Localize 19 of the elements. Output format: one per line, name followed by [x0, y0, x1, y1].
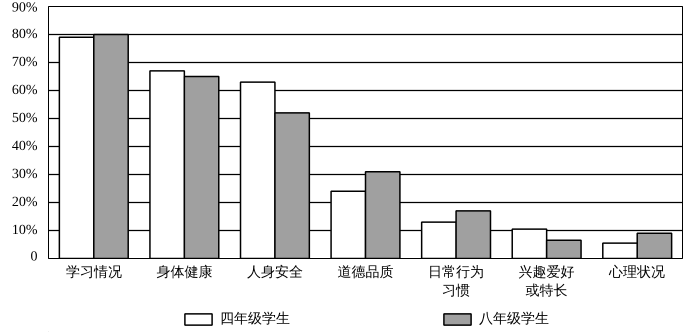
x-tick-label: 兴趣爱好或特长	[518, 264, 575, 299]
x-tick-label: 人身安全	[246, 264, 303, 280]
y-tick-label: 60%	[12, 83, 38, 98]
y-tick-label: 30%	[12, 167, 38, 182]
legend-label: 四年级学生	[220, 310, 290, 328]
legend-label: 八年级学生	[479, 310, 549, 328]
x-tick-label: 道德品质	[338, 264, 394, 280]
y-tick-label: 0	[30, 250, 38, 264]
x-tick-label: 心理状况	[608, 264, 666, 280]
y-tick-label: 20%	[12, 195, 38, 210]
x-tick-label: 日常行为习惯	[428, 264, 484, 299]
y-tick-label: 50%	[12, 111, 38, 126]
y-tick-label: 80%	[12, 27, 38, 42]
y-tick-label: 90%	[12, 0, 38, 16]
x-tick-label: 身体健康	[156, 264, 212, 280]
y-tick-label: 70%	[12, 55, 38, 70]
x-tick-label: 学习情况	[66, 264, 122, 280]
y-tick-label: 10%	[12, 223, 38, 238]
y-tick-label: 40%	[12, 139, 38, 154]
